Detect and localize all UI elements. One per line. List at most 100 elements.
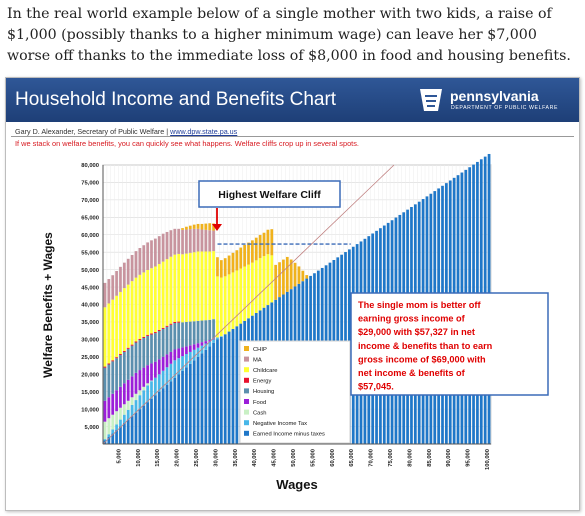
bar-segment xyxy=(254,237,258,261)
bar-segment xyxy=(107,434,111,438)
bar-segment xyxy=(223,276,227,335)
bar-segment xyxy=(235,250,239,271)
bar-segment xyxy=(115,295,118,358)
bar-segment xyxy=(122,414,126,424)
y-tick-label: 80,000 xyxy=(81,163,99,169)
bar-segment xyxy=(208,346,212,444)
x-tick-label: 30,000 xyxy=(213,449,219,467)
bar-segment xyxy=(200,353,204,444)
y-tick-label: 5,000 xyxy=(84,425,99,431)
bar-segment xyxy=(150,334,153,364)
bar-segment xyxy=(115,411,118,425)
x-tick-label: 85,000 xyxy=(427,449,433,467)
x-tick-label: 25,000 xyxy=(194,449,200,467)
cliff-arrow-head xyxy=(212,224,222,231)
bar-segment xyxy=(115,271,118,296)
bar-segment xyxy=(111,393,115,415)
bar-segment xyxy=(200,342,204,346)
bar-segment xyxy=(154,266,157,333)
bar-segment xyxy=(192,224,196,229)
x-axis-title: Wages xyxy=(276,477,317,492)
bar-segment xyxy=(126,284,130,348)
byline-name: Gary D. Alexander, Secretary of Public W… xyxy=(15,127,165,136)
bar-segment xyxy=(142,337,146,368)
bar-segment xyxy=(235,326,239,444)
bar-segment xyxy=(146,335,149,366)
bar-segment xyxy=(216,257,219,277)
bar-segment xyxy=(157,264,161,330)
bar-segment xyxy=(282,259,285,295)
bar-segment xyxy=(111,414,115,430)
bar-segment xyxy=(146,269,149,335)
bar-segment xyxy=(258,235,262,259)
bar-segment xyxy=(177,374,181,444)
y-axis-title: Welfare Benefits + Wages xyxy=(41,232,55,378)
bar-segment xyxy=(126,258,130,285)
bar-segment xyxy=(177,358,181,375)
bar-segment xyxy=(130,345,134,377)
bar-segment xyxy=(212,251,215,320)
bar-segment xyxy=(134,400,138,413)
bar-segment xyxy=(154,332,157,334)
bar-segment xyxy=(177,253,181,322)
bar-segment xyxy=(115,357,118,359)
x-tick-label: 10,000 xyxy=(136,449,142,467)
bar-segment xyxy=(177,228,181,254)
bar-segment xyxy=(266,254,270,306)
y-tick-label: 40,000 xyxy=(81,303,99,309)
bar-segment xyxy=(103,367,107,401)
x-tick-label: 5,000 xyxy=(116,449,122,464)
bar-segment xyxy=(204,251,208,321)
intro-paragraph: In the real world example below of a sin… xyxy=(7,6,571,64)
legend-label: CHIP xyxy=(253,347,267,353)
bar-segment xyxy=(130,404,134,417)
bar-segment xyxy=(157,329,161,332)
bar-segment xyxy=(204,223,208,230)
bar-segment xyxy=(115,430,118,444)
legend-label: Negative Income Tax xyxy=(253,421,307,427)
bar-segment xyxy=(216,276,219,338)
bar-segment xyxy=(173,360,177,378)
bar-segment xyxy=(181,356,184,371)
bar-segment xyxy=(181,322,184,348)
bar-segment xyxy=(173,377,177,444)
bar-segment xyxy=(130,281,134,345)
bar-segment xyxy=(146,334,149,336)
bar-segment xyxy=(126,348,130,380)
y-tick-label: 25,000 xyxy=(81,355,99,361)
bar-segment xyxy=(157,236,161,265)
bar-segment xyxy=(126,409,130,420)
bar-segment xyxy=(134,251,138,278)
bar-segment xyxy=(173,228,177,255)
bar-segment xyxy=(138,248,142,275)
bar-segment xyxy=(247,242,250,265)
bar-segment xyxy=(157,374,161,392)
keystone-logo-icon xyxy=(420,89,442,111)
bar-segment xyxy=(122,404,126,415)
chart-frame: Household Income and Benefits Chart penn… xyxy=(5,77,580,511)
bar-segment xyxy=(216,339,219,444)
bar-segment xyxy=(157,331,161,360)
bar-segment xyxy=(161,356,165,371)
bar-segment xyxy=(243,266,246,321)
bar-segment xyxy=(196,251,200,321)
bar-segment xyxy=(169,381,173,444)
x-tick-label: 80,000 xyxy=(407,449,413,467)
bar-segment xyxy=(212,339,215,343)
bar-segment xyxy=(223,258,227,277)
bar-segment xyxy=(231,272,235,329)
y-tick-label: 50,000 xyxy=(81,268,99,274)
bar-segment xyxy=(134,372,138,394)
x-tick-label: 75,000 xyxy=(388,449,394,467)
legend-swatch xyxy=(244,367,249,373)
byline-link[interactable]: www.dpw.state.pa.us xyxy=(170,127,238,136)
bar-segment xyxy=(142,405,146,444)
x-tick-label: 55,000 xyxy=(310,449,316,467)
bar-segment xyxy=(103,400,107,422)
bar-segment xyxy=(293,262,297,287)
bar-segment xyxy=(212,319,215,339)
bar-segment xyxy=(119,386,122,408)
bar-segment xyxy=(185,253,188,322)
bar-segment xyxy=(266,229,270,255)
bar-segment xyxy=(154,377,157,396)
